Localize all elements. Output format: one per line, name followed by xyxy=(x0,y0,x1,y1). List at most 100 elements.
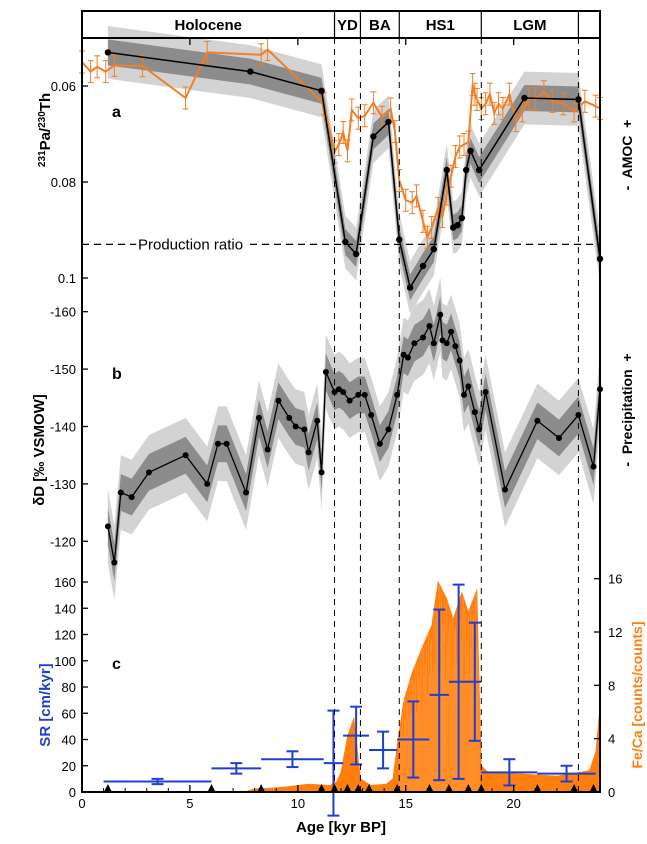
pa-th-point xyxy=(342,238,349,246)
tie-point-marker xyxy=(104,784,112,791)
panel-c-ytick-right-label: 16 xyxy=(608,572,622,587)
dd-point xyxy=(145,469,152,476)
pa-th-point xyxy=(318,87,325,95)
dd-point xyxy=(286,414,293,421)
panel-b-ytick-label: -120 xyxy=(50,534,76,549)
panel-b-ytick-label: -130 xyxy=(50,477,76,492)
period-boundaries xyxy=(334,38,579,792)
panel-b-ylabel: δD [‰ VSMOW] xyxy=(31,394,48,506)
dd-point xyxy=(361,391,368,398)
dd-point xyxy=(204,480,211,487)
dd-point xyxy=(400,351,407,358)
dd-point xyxy=(411,340,418,347)
period-label-lgm: LGM xyxy=(513,17,546,34)
dd-point xyxy=(456,357,463,364)
x-axis-label: Age [kyr BP] xyxy=(296,819,386,836)
panel-c-ytick-right-label: 0 xyxy=(608,785,615,800)
pa-th-point xyxy=(385,118,392,126)
dd-point xyxy=(443,340,450,347)
panel-a-ylabel: 231Pa/230Th xyxy=(37,93,55,167)
tie-point-marker xyxy=(343,784,351,791)
pa-th-point xyxy=(467,147,474,154)
panel-c-letter: c xyxy=(112,656,121,673)
panel-a-ytick-label: 0.1 xyxy=(58,271,76,286)
panel-c-ytick-left-label: 160 xyxy=(54,575,76,590)
dd-point xyxy=(465,383,472,390)
panel-c-ytick-left-label: 40 xyxy=(62,733,76,748)
tie-point-marker xyxy=(365,784,373,791)
panel-c-ytick-right-label: 8 xyxy=(608,678,615,693)
period-label-yd: YD xyxy=(337,17,358,34)
dd-point xyxy=(128,494,135,501)
dd-point xyxy=(314,417,321,424)
dd-point xyxy=(590,463,597,470)
pa-th-point xyxy=(521,94,528,102)
dd-point xyxy=(476,426,483,433)
panel-b-letter: b xyxy=(112,366,122,383)
pa-th-point xyxy=(104,49,112,56)
panel-c-ylabel-left: SR [cm/kyr] xyxy=(37,663,54,746)
panel-b-ytick-label: -150 xyxy=(50,362,76,377)
panel-b-ytick-label: -140 xyxy=(50,420,76,435)
x-tick-label: 5 xyxy=(186,796,193,811)
dd-point xyxy=(448,328,455,335)
dd-point xyxy=(305,449,312,456)
panel-c-ytick-left-label: 140 xyxy=(54,601,76,616)
panel-a: Production ratio 0.06 0.08 0.1 xyxy=(51,26,604,314)
dd-point xyxy=(264,446,271,453)
dd-point xyxy=(292,423,299,430)
tie-point-marker xyxy=(208,784,215,791)
panel-a-letter: a xyxy=(112,104,121,121)
dd-point xyxy=(301,426,308,433)
pa-th-point xyxy=(454,222,461,229)
dd-point xyxy=(255,414,262,421)
dd-point xyxy=(346,397,353,404)
panel-c-ytick-left-label: 60 xyxy=(62,706,76,721)
pa-th-point xyxy=(430,246,438,253)
pa-th-point xyxy=(419,262,427,270)
dd-point xyxy=(555,434,562,441)
panel-c-ytick-left-label: 80 xyxy=(62,680,76,695)
dd-point xyxy=(318,469,325,476)
dd-point xyxy=(452,343,459,350)
uncertainty-band-outer xyxy=(107,277,601,600)
panel-a-ytick-label: 0.08 xyxy=(51,175,76,190)
dd-point xyxy=(482,389,489,396)
panel-c-ylabel-right: Fe/Ca [counts/counts] xyxy=(629,621,645,768)
uncertainty-band-inner xyxy=(107,39,601,301)
pa-th-point xyxy=(462,166,470,174)
dd-point xyxy=(104,523,111,530)
dd-point xyxy=(368,412,375,419)
tie-point-marker xyxy=(570,784,578,791)
x-tick-label: 0 xyxy=(78,796,85,811)
dd-point xyxy=(223,440,230,447)
dd-point xyxy=(376,440,383,447)
pa-th-point xyxy=(352,250,360,258)
dd-point xyxy=(471,409,478,416)
dd-point xyxy=(385,426,392,433)
pa-th-point xyxy=(406,284,414,291)
panel-c-ytick-left-label: 100 xyxy=(54,654,76,669)
dd-point xyxy=(394,391,401,398)
precipitation-label: - Precipitation + xyxy=(619,353,635,466)
dd-point xyxy=(355,391,362,398)
dd-point xyxy=(439,337,446,344)
x-axis: 0 5 10 15 20 xyxy=(78,38,601,811)
panel-c-ytick-left-label: 120 xyxy=(54,628,76,643)
panel-c-ytick-left-label: 20 xyxy=(62,759,76,774)
panel-a-ytick-label: 0.06 xyxy=(51,79,76,94)
dd-point xyxy=(420,334,427,341)
dd-point xyxy=(426,323,433,330)
panel-b: -120 -130 -140 -150 -160 xyxy=(50,277,603,600)
dd-point xyxy=(461,391,468,398)
amoc-label: - AMOC + xyxy=(619,120,635,191)
panel-c-ytick-right-label: 12 xyxy=(608,625,622,640)
pa-th-orange-line xyxy=(81,48,601,241)
tie-point-marker xyxy=(590,784,598,791)
period-label-holocene: Holocene xyxy=(175,17,243,34)
x-tick-label: 15 xyxy=(399,796,413,811)
dd-point xyxy=(534,417,541,424)
dd-point xyxy=(243,489,250,496)
production-ratio-label: Production ratio xyxy=(138,236,243,253)
